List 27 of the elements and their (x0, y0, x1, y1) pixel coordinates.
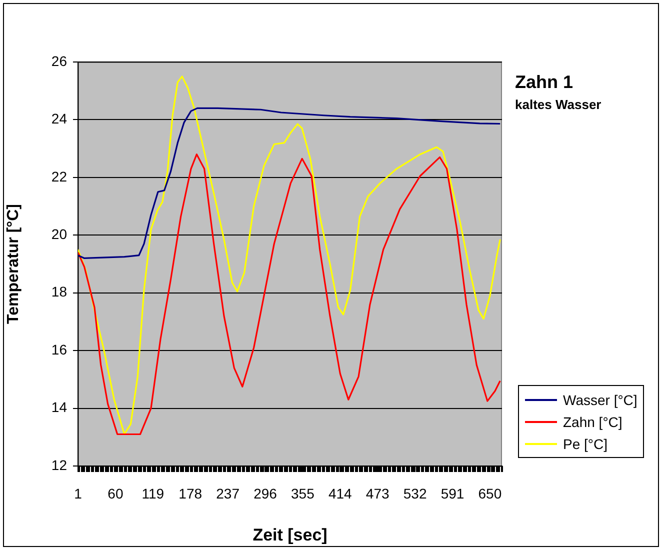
x-tick-label: 355 (291, 485, 315, 502)
y-tick-label: 26 (51, 52, 68, 69)
x-tick-label: 650 (478, 485, 502, 502)
y-tick-label: 24 (51, 110, 68, 127)
y-tick-label: 20 (51, 226, 68, 242)
x-tick-label: 60 (108, 485, 124, 502)
x-tick-label: 237 (216, 485, 240, 502)
y-tick-label: 22 (51, 168, 68, 184)
x-tick-label: 532 (403, 485, 427, 502)
y-axis-title: Temperatur [°C] (5, 204, 22, 324)
x-tick-label: 414 (328, 485, 352, 502)
y-tick-label: 16 (51, 341, 68, 358)
y-tick-label: 18 (51, 284, 68, 300)
y-tick-label: 12 (51, 456, 68, 473)
text: kaltes Wasser (515, 97, 602, 112)
x-tick-label: 591 (440, 485, 464, 502)
x-tick-label: 1 (74, 485, 82, 502)
x-tick-label: 296 (254, 485, 278, 502)
x-axis-title: Zeit [sec] (252, 525, 328, 544)
text: Zahn 1 (515, 72, 574, 93)
legend-label: Pe [°C] (563, 436, 608, 452)
x-tick-label: 473 (366, 485, 390, 502)
legend-label: Wasser [°C] (563, 392, 638, 408)
x-tick-label: 178 (178, 485, 202, 502)
legend-label: Zahn [°C] (563, 414, 622, 430)
y-tick-label: 14 (51, 399, 68, 416)
x-tick-label: 119 (142, 485, 164, 502)
